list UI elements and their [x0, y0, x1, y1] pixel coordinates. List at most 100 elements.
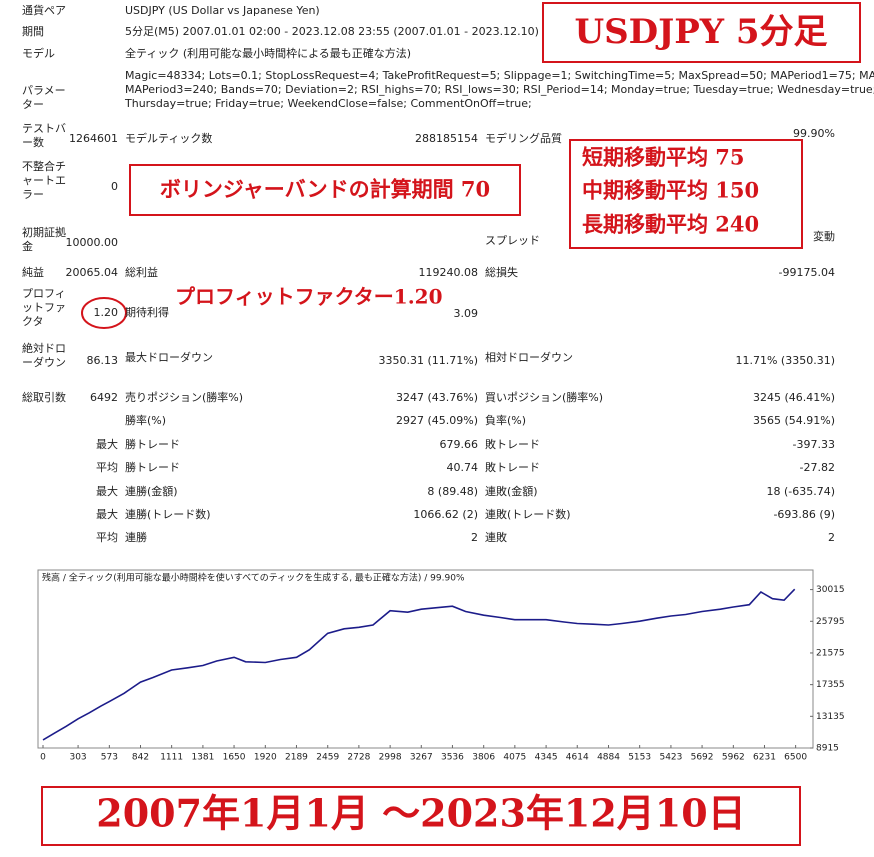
row-cell: 10000.00 [65, 236, 119, 249]
title-box [542, 2, 861, 63]
y-tick-label: 13135 [816, 712, 845, 722]
x-tick-label: 1381 [191, 753, 214, 763]
row-cell: 総損失 [485, 266, 518, 279]
row-cell: 3245 (46.41%) [752, 391, 835, 404]
row-cell: 40.74 [446, 461, 479, 474]
y-tick-label: 21575 [816, 648, 845, 658]
row-cell: 8 (89.48) [427, 485, 478, 498]
row-cell: 11.71% (3350.31) [735, 354, 835, 367]
row-cell: -27.82 [799, 461, 835, 474]
row-cell: 相対ドローダウン [485, 351, 573, 364]
row-cell: 20065.04 [65, 266, 119, 279]
x-tick-label: 573 [101, 753, 118, 763]
row-cell: 119240.08 [418, 266, 479, 279]
row-cell: 変動 [813, 230, 835, 243]
row-cell: 敗トレード [485, 438, 540, 451]
x-tick-label: 6231 [753, 753, 776, 763]
y-tick-label: 30015 [816, 585, 845, 595]
row-label: モデル [22, 47, 55, 60]
ma-annotation: 長期移動平均 240 [582, 212, 759, 237]
row-cell: 全ティック (利用可能な最小時間枠による最も正確な方法) [125, 47, 412, 60]
x-tick-label: 5962 [722, 753, 745, 763]
row-cell: 敗トレード [485, 461, 540, 474]
row-cell: 総利益 [125, 266, 158, 279]
title-annotation: USDJPY 5分足 [574, 12, 827, 52]
row-label: 総取引数 [22, 391, 66, 404]
row-label: 期間 [22, 25, 44, 38]
row-cell: 勝トレード [125, 461, 180, 474]
x-tick-label: 3536 [441, 753, 464, 763]
period-annotation: 2007年1月1月 ～2023年12月10日 [96, 791, 745, 836]
row-label: テストバー数 [22, 122, 66, 149]
chart-frame [37, 569, 814, 749]
x-tick-label: 4345 [535, 753, 558, 763]
row-label: 絶対ドローダウン [22, 342, 66, 369]
x-tick-label: 4075 [503, 753, 526, 763]
row-cell: -99175.04 [778, 266, 835, 279]
row-cell: 2 [828, 531, 835, 544]
x-tick-label: 3806 [472, 753, 495, 763]
ma-annotation: 中期移動平均 150 [582, 178, 759, 203]
bollinger-annotation: ボリンジャーバンドの計算期間 70 [160, 177, 490, 202]
row-label: パラメーター [22, 84, 66, 111]
x-tick-label: 3267 [410, 753, 433, 763]
y-tick-label: 17355 [816, 680, 845, 690]
row-cell: 0 [111, 180, 118, 193]
y-tick-label: 25795 [816, 617, 845, 627]
row-cell: 1066.62 (2) [413, 508, 478, 521]
x-tick-label: 4884 [597, 753, 620, 763]
row-cell: Thursday=true; Friday=true; WeekendClose… [125, 97, 532, 110]
x-tick-label: 5423 [659, 753, 682, 763]
row-cell: 最大 [96, 508, 118, 521]
row-cell: 3.09 [453, 307, 479, 320]
x-tick-label: 303 [69, 753, 86, 763]
x-tick-label: 2189 [285, 753, 308, 763]
row-cell: 6492 [90, 391, 118, 404]
row-cell: 99.90% [793, 127, 835, 140]
x-tick-label: 5153 [628, 753, 651, 763]
ma-annotation: 短期移動平均 75 [582, 145, 745, 170]
row-cell: 平均 [96, 461, 118, 474]
row-cell: 負率(%) [485, 414, 527, 427]
row-cell: 3565 (54.91%) [752, 414, 835, 427]
row-label: プロフィットファクタ [22, 287, 66, 328]
balance-line [42, 588, 796, 741]
row-label: 純益 [22, 266, 44, 279]
x-tick-label: 1920 [254, 753, 277, 763]
row-cell: 2 [471, 531, 478, 544]
x-tick-label: 2459 [316, 753, 339, 763]
x-tick-label: 0 [40, 753, 46, 763]
row-cell: 最大ドローダウン [125, 351, 213, 364]
row-cell: -397.33 [792, 438, 835, 451]
row-cell: スプレッド [485, 234, 540, 247]
row-cell: 連勝 [125, 531, 147, 544]
period-box [41, 786, 801, 846]
row-cell: 連敗 [485, 531, 507, 544]
profit-factor-annotation: プロフィットファクター1.20 [175, 285, 443, 309]
x-tick-label: 4614 [566, 753, 589, 763]
row-cell: 1.20 [93, 306, 119, 319]
row-cell: MAPeriod3=240; Bands=70; Deviation=2; RS… [125, 83, 874, 96]
x-tick-label: 5692 [691, 753, 714, 763]
row-cell: -693.86 (9) [773, 508, 835, 521]
x-tick-label: 2998 [379, 753, 402, 763]
ma-box [569, 139, 803, 249]
bollinger-box [129, 164, 521, 216]
row-cell: 連敗(金額) [485, 485, 538, 498]
row-cell: モデリング品質 [485, 132, 562, 145]
row-cell: 売りポジション(勝率%) [125, 391, 244, 404]
row-label: 初期証拠金 [22, 226, 66, 253]
row-cell: 86.13 [86, 354, 119, 367]
row-cell: 最大 [96, 438, 118, 451]
row-cell: 平均 [96, 531, 118, 544]
row-cell: 連勝(金額) [125, 485, 178, 498]
row-cell: Magic=48334; Lots=0.1; StopLossRequest=4… [125, 69, 874, 82]
row-cell: 5分足(M5) 2007.01.01 02:00 - 2023.12.08 23… [125, 25, 539, 38]
row-cell: 3350.31 (11.71%) [378, 354, 478, 367]
row-cell: 679.66 [439, 438, 479, 451]
row-cell: 勝トレード [125, 438, 180, 451]
row-cell: 期待利得 [125, 306, 169, 319]
row-cell: 買いポジション(勝率%) [485, 391, 604, 404]
